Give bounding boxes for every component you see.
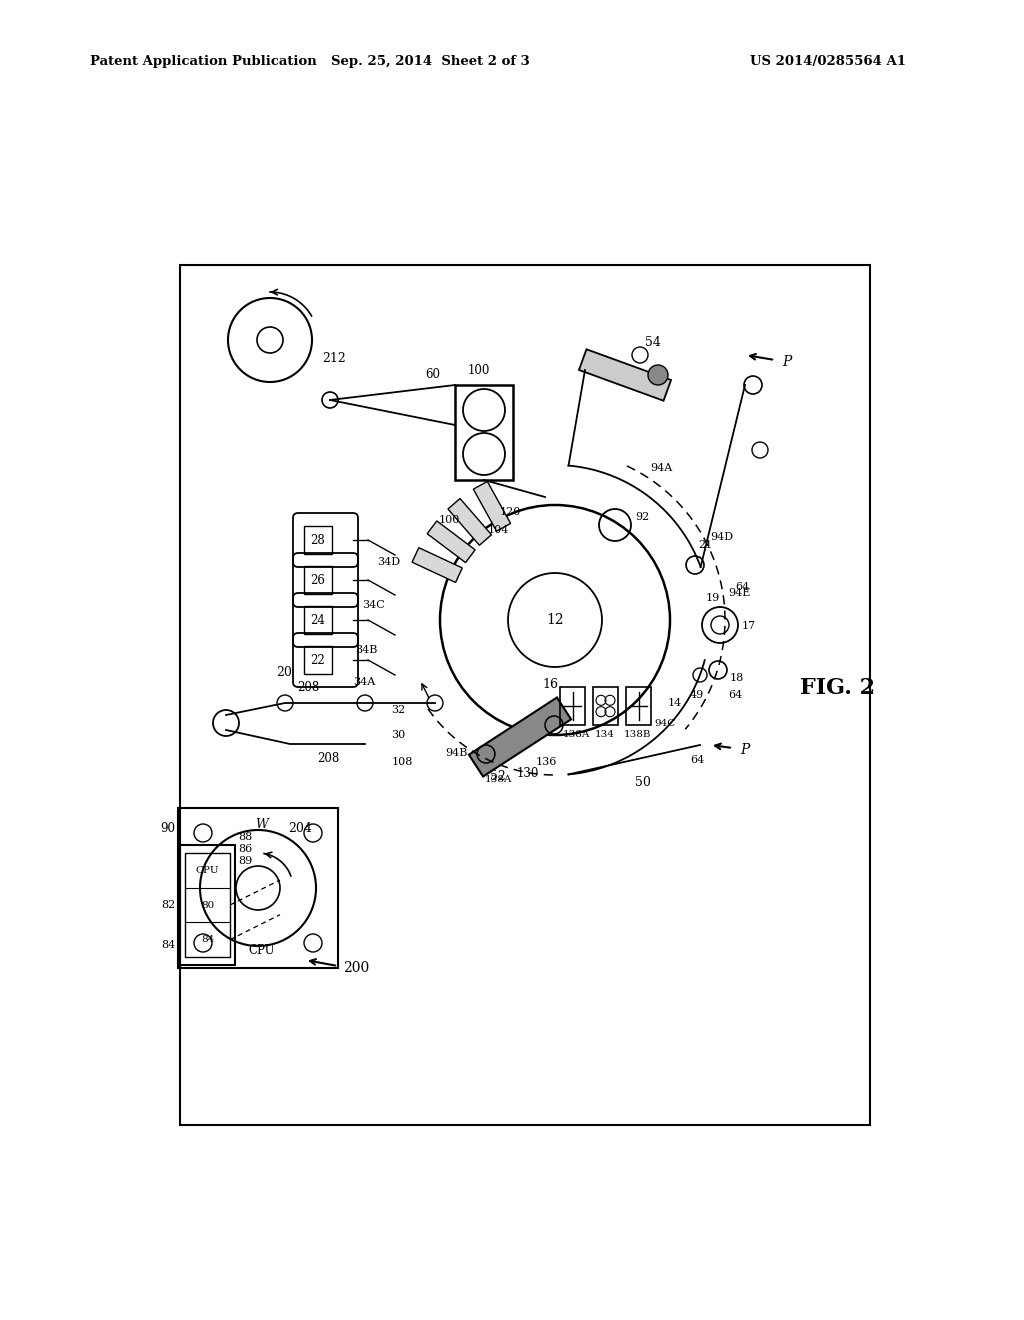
Text: W: W: [255, 818, 268, 832]
Text: 84: 84: [201, 935, 214, 944]
Text: 26: 26: [310, 573, 326, 586]
Text: 19: 19: [706, 593, 720, 603]
Text: 94A: 94A: [650, 463, 673, 473]
Text: 88: 88: [238, 832, 252, 842]
Text: 120: 120: [500, 507, 521, 517]
Text: 28: 28: [310, 533, 326, 546]
Bar: [304, 566, 332, 594]
Text: 94D: 94D: [710, 532, 733, 543]
Bar: [180, 845, 234, 965]
Text: 86: 86: [238, 843, 252, 854]
Text: 138A: 138A: [563, 730, 591, 739]
Bar: [447, 499, 492, 545]
Text: P: P: [782, 355, 792, 370]
Circle shape: [648, 366, 668, 385]
Text: 92: 92: [635, 512, 649, 521]
Text: 138A: 138A: [484, 775, 512, 784]
Text: 204: 204: [288, 821, 312, 834]
Bar: [304, 525, 332, 554]
Text: 20: 20: [276, 665, 292, 678]
Text: 32: 32: [391, 705, 406, 715]
Text: 134: 134: [595, 730, 614, 739]
Text: CPU: CPU: [248, 944, 274, 957]
Text: 49: 49: [690, 690, 705, 700]
Bar: [626, 686, 651, 725]
Text: 212: 212: [322, 351, 346, 364]
Text: 12: 12: [546, 612, 564, 627]
Text: 80: 80: [201, 900, 214, 909]
Text: 24: 24: [310, 614, 326, 627]
Text: 94E: 94E: [728, 589, 751, 598]
Text: 60: 60: [425, 368, 440, 381]
Text: 82: 82: [161, 900, 175, 909]
Text: 94C: 94C: [654, 718, 675, 727]
Text: P: P: [740, 743, 750, 756]
Text: 30: 30: [391, 730, 406, 741]
Text: CPU: CPU: [196, 866, 219, 875]
Text: FIG. 2: FIG. 2: [800, 677, 876, 700]
Text: 17: 17: [742, 620, 756, 631]
Text: 89: 89: [238, 855, 252, 866]
Bar: [473, 482, 511, 531]
Text: 54: 54: [645, 337, 660, 350]
Text: 64: 64: [735, 582, 750, 591]
Bar: [427, 521, 475, 562]
Text: Sep. 25, 2014  Sheet 2 of 3: Sep. 25, 2014 Sheet 2 of 3: [331, 55, 529, 69]
Text: 18: 18: [730, 673, 744, 682]
Text: 50: 50: [635, 776, 651, 788]
Text: 34A: 34A: [352, 677, 375, 686]
Text: 104: 104: [488, 525, 509, 535]
Text: 94B: 94B: [445, 748, 468, 759]
Text: US 2014/0285564 A1: US 2014/0285564 A1: [750, 55, 906, 69]
Text: 21: 21: [698, 540, 713, 550]
Text: 64: 64: [728, 690, 742, 700]
Text: Patent Application Publication: Patent Application Publication: [90, 55, 316, 69]
Text: 100: 100: [438, 515, 460, 525]
Text: 136: 136: [536, 756, 557, 767]
Text: 52: 52: [490, 770, 506, 783]
Text: 16: 16: [542, 678, 558, 692]
Text: 130: 130: [517, 767, 540, 780]
Text: 138B: 138B: [624, 730, 651, 739]
Text: 34D: 34D: [377, 557, 400, 568]
Text: 200: 200: [343, 961, 370, 975]
Bar: [412, 548, 462, 582]
Bar: [178, 808, 338, 968]
Text: 90: 90: [160, 822, 175, 836]
Bar: [185, 853, 230, 957]
Text: 22: 22: [310, 653, 326, 667]
Bar: [469, 697, 571, 776]
Text: 84: 84: [161, 940, 175, 949]
Text: 108: 108: [391, 756, 413, 767]
Text: 208: 208: [297, 681, 319, 694]
Text: 34C: 34C: [362, 601, 385, 610]
Text: 100: 100: [468, 364, 490, 378]
Bar: [593, 686, 618, 725]
Bar: [304, 606, 332, 634]
Text: 14: 14: [668, 698, 682, 708]
Bar: [560, 686, 585, 725]
Text: 64: 64: [690, 755, 705, 766]
Text: 34B: 34B: [355, 645, 378, 655]
Bar: [304, 645, 332, 675]
Bar: [180, 265, 870, 1125]
Bar: [579, 350, 671, 401]
Text: 208: 208: [316, 752, 339, 766]
Bar: [455, 385, 513, 480]
